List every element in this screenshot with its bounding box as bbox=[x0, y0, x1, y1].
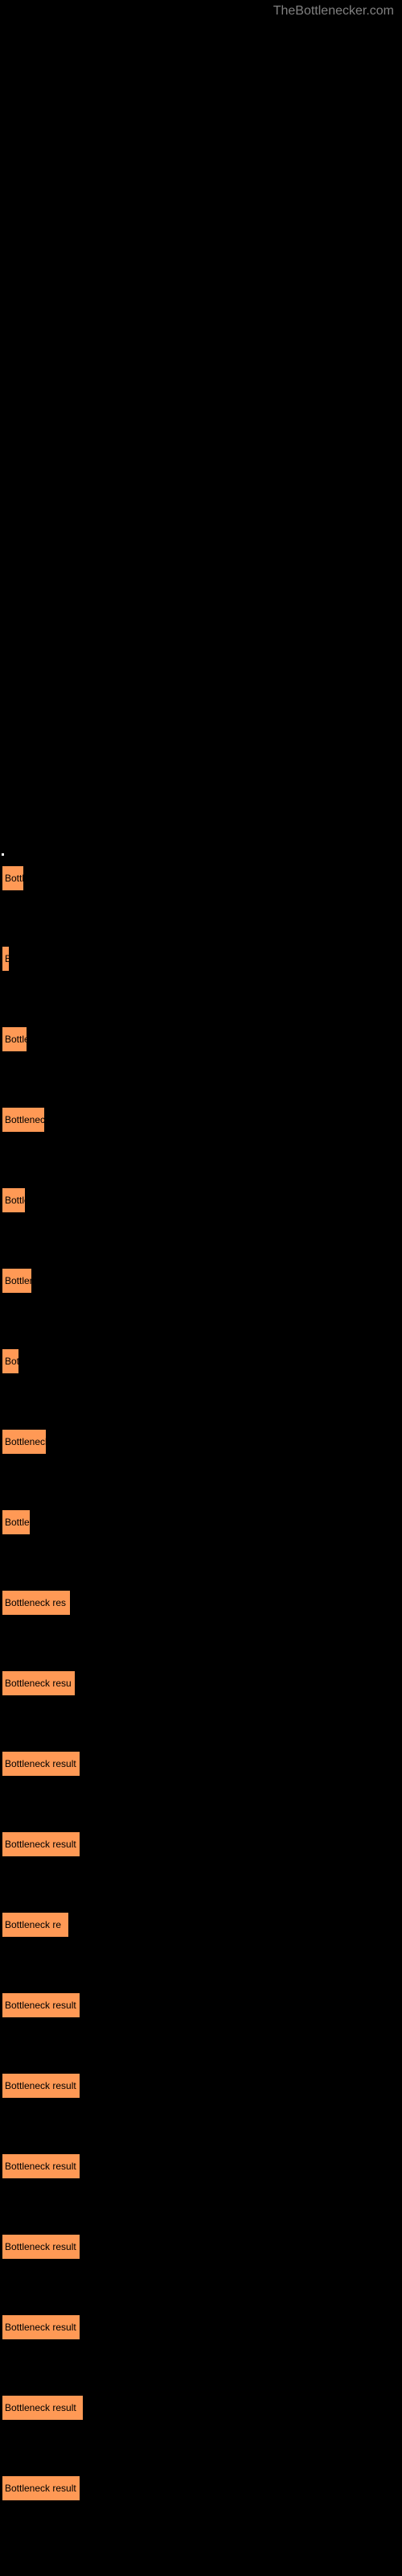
bar: Bottlen bbox=[2, 1026, 27, 1052]
bar-row: Bottleneck re bbox=[0, 1900, 402, 1980]
bar-text: Bottleneck result bbox=[5, 2402, 76, 2413]
bar-row: Bottleneck resu bbox=[0, 1658, 402, 1739]
bar-text: Bottleneck result bbox=[5, 1758, 76, 1769]
bar: Bottle bbox=[2, 865, 24, 891]
bar-row: B bbox=[0, 934, 402, 1014]
bar-text: Bottle bbox=[5, 1195, 25, 1206]
bar-row: Bottleneck result bbox=[0, 2463, 402, 2544]
bar: Bottleneck bbox=[2, 1429, 47, 1455]
bar-row: Bottleneck bbox=[0, 1417, 402, 1497]
bar: Bottleng bbox=[2, 1509, 31, 1535]
bar-text: Bottleneck result bbox=[5, 2161, 76, 2172]
bar-text: Bottleneck bbox=[5, 1436, 46, 1447]
bar: Bottle bbox=[2, 1187, 26, 1213]
bar-text: Bottleneck re bbox=[5, 1919, 61, 1930]
bar-row: Bottlene bbox=[0, 1256, 402, 1336]
bar: Bottleneck result bbox=[2, 1831, 80, 1857]
bar-row: Bottle bbox=[0, 1175, 402, 1256]
bar-row: Bottleneck result bbox=[0, 1739, 402, 1819]
bar-text: Bottleneck result bbox=[5, 2241, 76, 2252]
bar-row: Bottleneck result bbox=[0, 1819, 402, 1900]
bar-row: Bottle bbox=[0, 853, 402, 934]
bar: Bottleneck resu bbox=[2, 1670, 76, 1696]
bar-text: Bottleneck result bbox=[5, 2080, 76, 2091]
bar-text: Bottlene bbox=[5, 1275, 31, 1286]
bar-text: Bottleneck res bbox=[5, 1597, 66, 1608]
bar: Bottlene bbox=[2, 1268, 32, 1294]
bar: Bottleneck re bbox=[2, 1912, 69, 1938]
bar: B bbox=[2, 946, 10, 972]
bar: Bottleneck result bbox=[2, 2153, 80, 2179]
bar-text: Bott bbox=[5, 1356, 18, 1367]
bar-text: Bottleneck result bbox=[5, 2000, 76, 2011]
bar-text: Bottleneck result bbox=[5, 2322, 76, 2333]
bar: Bottleneck bbox=[2, 1107, 45, 1133]
bar: Bottleneck result bbox=[2, 2395, 84, 2421]
watermark-text: TheBottlenecker.com bbox=[273, 4, 394, 19]
bar: Bottleneck result bbox=[2, 2475, 80, 2501]
bar-row: Bottleneck res bbox=[0, 1578, 402, 1658]
bar-row: Bottleneck result bbox=[0, 2061, 402, 2141]
bar: Bottleneck res bbox=[2, 1590, 71, 1616]
bar-row: Bottleneck result bbox=[0, 2141, 402, 2222]
bar: Bottleneck result bbox=[2, 2234, 80, 2260]
bar: Bottleneck result bbox=[2, 2314, 80, 2340]
bar-text: Bottleneck result bbox=[5, 2483, 76, 2494]
bar-text: Bottle bbox=[5, 873, 23, 884]
bar-text: Bottleng bbox=[5, 1517, 30, 1528]
bar: Bottleneck result bbox=[2, 2073, 80, 2099]
bar-row: Bottleneck result bbox=[0, 2302, 402, 2383]
bar-text: Bottleneck result bbox=[5, 1839, 76, 1850]
bar: Bott bbox=[2, 1348, 19, 1374]
bar-text: B bbox=[5, 953, 9, 964]
bar-row: Bottleneck result bbox=[0, 2222, 402, 2302]
bar-text: Bottleneck bbox=[5, 1114, 44, 1125]
bar-row: Bottleng bbox=[0, 1497, 402, 1578]
bar-text: Bottleneck resu bbox=[5, 1678, 72, 1689]
bar-row: Bott bbox=[0, 1336, 402, 1417]
bar: Bottleneck result bbox=[2, 1751, 80, 1777]
bar-row: Bottlen bbox=[0, 1014, 402, 1095]
bar: Bottleneck result bbox=[2, 1992, 80, 2018]
bar-row: Bottleneck bbox=[0, 1095, 402, 1175]
bar-row: Bottleneck result bbox=[0, 2383, 402, 2463]
bar-chart: Bottle B Bottlen Bottleneck Bottle Bottlene Bo… bbox=[0, 853, 402, 2544]
bar-row: Bottleneck result bbox=[0, 1980, 402, 2061]
bar-text: Bottlen bbox=[5, 1034, 27, 1045]
